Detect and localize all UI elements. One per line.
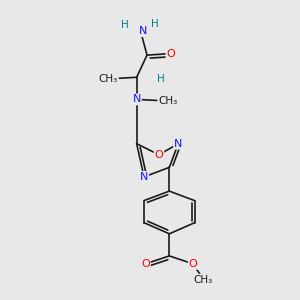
- Text: N: N: [132, 94, 141, 104]
- Text: N: N: [138, 26, 147, 36]
- Text: H: H: [121, 20, 129, 30]
- Text: O: O: [154, 150, 163, 160]
- Text: CH₃: CH₃: [99, 74, 118, 84]
- Text: CH₃: CH₃: [158, 96, 178, 106]
- Text: H: H: [151, 19, 158, 28]
- Text: N: N: [140, 172, 148, 182]
- Text: CH₃: CH₃: [194, 274, 213, 285]
- Text: O: O: [167, 49, 175, 58]
- Text: O: O: [189, 259, 197, 269]
- Text: N: N: [174, 139, 182, 149]
- Text: O: O: [141, 259, 150, 269]
- Text: H: H: [157, 74, 164, 84]
